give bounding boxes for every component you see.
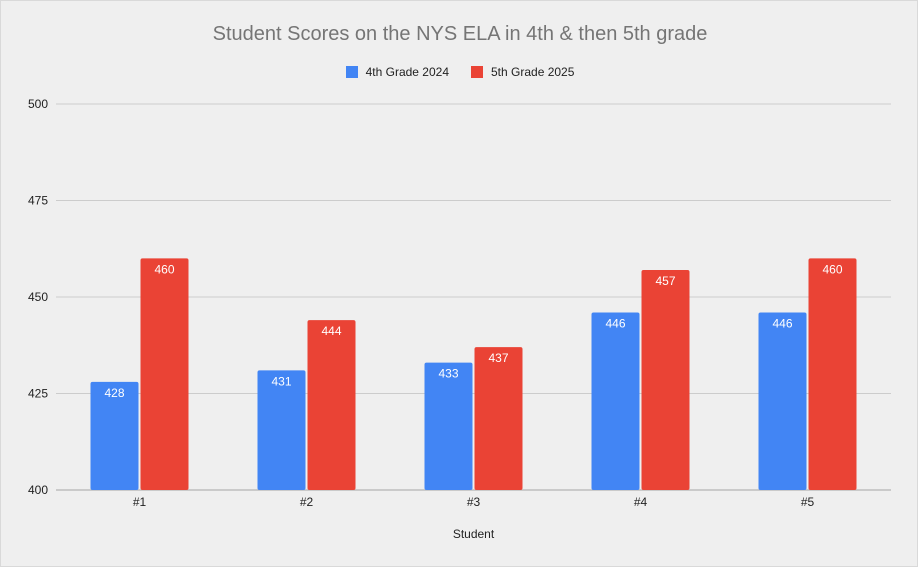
bar-series2-student-3[interactable] xyxy=(474,347,523,490)
chart-title: Student Scores on the NYS ELA in 4th & t… xyxy=(212,23,708,45)
bar-series2-student-1[interactable] xyxy=(140,258,189,490)
data-label-series2-student-2: 444 xyxy=(321,324,341,338)
bar-series2-student-4[interactable] xyxy=(641,269,690,490)
data-label-series1-student-1: 428 xyxy=(104,386,124,400)
data-label-series1-student-2: 431 xyxy=(271,374,291,388)
bar-series1-student-4[interactable] xyxy=(591,312,640,490)
bar-series1-student-5[interactable] xyxy=(758,312,807,490)
bar-series2-student-5[interactable] xyxy=(808,258,857,490)
y-tick-label-475: 475 xyxy=(28,194,48,208)
gridlines xyxy=(56,103,891,491)
data-label-series2-student-5: 460 xyxy=(822,262,842,276)
legend-label-5th-grade: 5th Grade 2025 xyxy=(491,65,575,79)
y-tick-label-500: 500 xyxy=(28,97,48,111)
bar-series1-student-2[interactable] xyxy=(257,370,306,490)
y-tick-label-400: 400 xyxy=(28,483,48,497)
legend-label-4th-grade: 4th Grade 2024 xyxy=(365,65,449,79)
x-tick-label-student-1: #1 xyxy=(133,495,147,509)
legend-item-4th-grade[interactable]: 4th Grade 2024 xyxy=(345,65,449,79)
y-axis-ticks: 400 425 450 475 500 xyxy=(28,97,48,497)
bars: 428 460 431 444 433 437 446 457 446 460 xyxy=(90,258,857,490)
data-label-series1-student-5: 446 xyxy=(772,316,792,330)
data-label-series1-student-3: 433 xyxy=(438,367,458,381)
x-tick-label-student-2: #2 xyxy=(300,495,314,509)
x-axis-title: Student xyxy=(453,527,495,541)
legend-item-5th-grade[interactable]: 5th Grade 2025 xyxy=(471,65,574,79)
legend-swatch-4th-grade xyxy=(345,66,358,78)
data-label-series2-student-4: 457 xyxy=(655,274,675,288)
x-tick-label-student-4: #4 xyxy=(634,495,648,509)
legend-swatch-5th-grade xyxy=(471,66,483,78)
bar-series1-student-1[interactable] xyxy=(90,381,139,490)
x-axis-ticks: #1 #2 #3 #4 #5 xyxy=(133,495,815,509)
data-label-series2-student-3: 437 xyxy=(488,351,508,365)
bar-series2-student-2[interactable] xyxy=(307,320,356,490)
data-label-series1-student-4: 446 xyxy=(605,316,625,330)
bar-series1-student-3[interactable] xyxy=(424,362,473,490)
x-tick-label-student-5: #5 xyxy=(801,495,815,509)
x-tick-label-student-3: #3 xyxy=(467,495,481,509)
y-tick-label-425: 425 xyxy=(28,387,48,401)
legend: 4th Grade 2024 5th Grade 2025 xyxy=(1,65,918,79)
data-label-series2-student-1: 460 xyxy=(154,262,174,276)
y-tick-label-450: 450 xyxy=(28,290,48,304)
